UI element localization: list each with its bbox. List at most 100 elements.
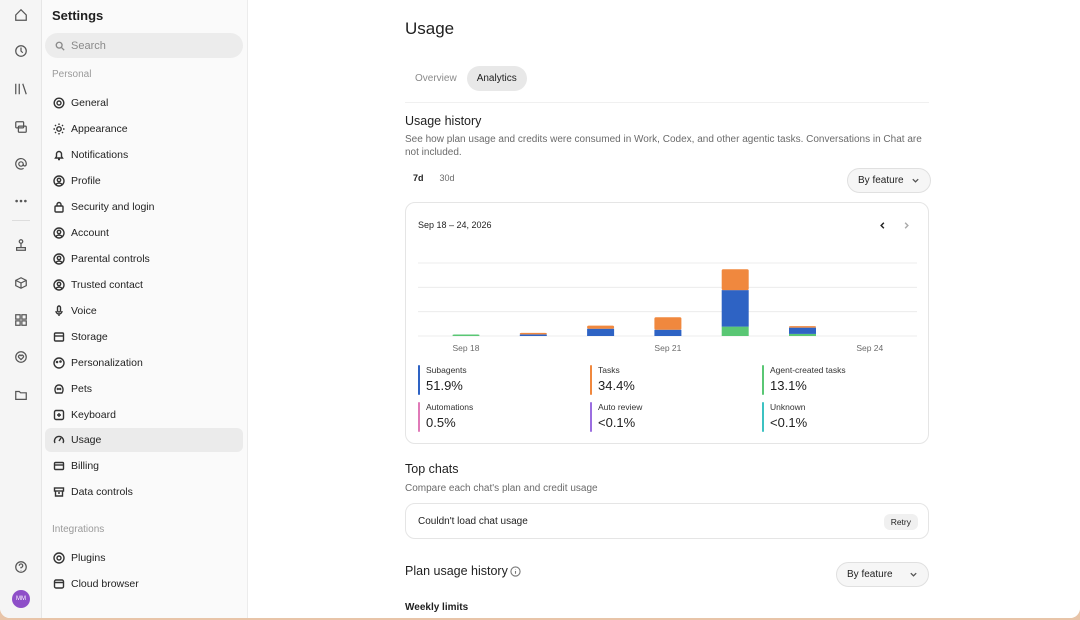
- stat-value: 13.1%: [770, 378, 807, 393]
- stat-color-bar: [590, 365, 592, 395]
- main-content: Usage Overview Analytics Usage history S…: [248, 0, 1080, 618]
- more-icon[interactable]: [12, 192, 30, 210]
- sidebar-item-data-controls[interactable]: Data controls: [45, 480, 243, 504]
- bell-icon: [54, 150, 64, 161]
- sidebar-item-label: General: [71, 97, 109, 109]
- at-icon[interactable]: [12, 155, 30, 173]
- sidebar-item-label: Security and login: [71, 201, 155, 213]
- sidebar-item-profile[interactable]: Profile: [45, 169, 243, 193]
- bar-segment[interactable]: [587, 328, 615, 336]
- bar-segment[interactable]: [721, 290, 749, 327]
- chat-bubbles-icon[interactable]: [12, 118, 30, 136]
- plug-icon: [53, 552, 65, 564]
- sidebar-item-label: Voice: [71, 305, 97, 317]
- bar-segment[interactable]: [654, 329, 682, 336]
- stat-color-bar: [418, 365, 420, 395]
- plan-usage-title: Plan usage history: [405, 564, 508, 578]
- browser-icon: [53, 579, 65, 589]
- folder-icon[interactable]: [12, 386, 30, 404]
- sidebar-item-trusted-contact[interactable]: Trusted contact: [45, 273, 243, 297]
- bar-segment[interactable]: [519, 334, 547, 336]
- chart-date-range: Sep 18 – 24, 2026: [418, 220, 492, 230]
- clock-icon[interactable]: [12, 42, 30, 60]
- sidebar-item-label: Data controls: [71, 486, 133, 498]
- icon-rail: MM: [0, 0, 42, 618]
- bar-segment[interactable]: [789, 326, 816, 328]
- pet-icon: [54, 384, 64, 394]
- sidebar-item-label: Parental controls: [71, 253, 150, 265]
- sidebar-item-label: Plugins: [71, 552, 106, 564]
- stat-value: 0.5%: [426, 415, 456, 430]
- sidebar-item-account[interactable]: Account: [45, 221, 243, 245]
- chevron-left-icon[interactable]: [875, 218, 889, 232]
- stat-value: 34.4%: [598, 378, 635, 393]
- tab-overview[interactable]: Overview: [415, 73, 457, 84]
- sidebar-item-storage[interactable]: Storage: [45, 325, 243, 349]
- section-integrations: Integrations: [52, 524, 105, 535]
- sidebar-item-voice[interactable]: Voice: [45, 299, 243, 323]
- group-by-dropdown[interactable]: By feature: [847, 168, 931, 193]
- microphone-icon: [55, 305, 63, 316]
- sidebar-item-general[interactable]: General: [45, 91, 243, 115]
- stat-color-bar: [590, 402, 592, 432]
- stat-auto-review: Auto review <0.1%: [590, 402, 642, 432]
- chevron-down-icon: [910, 572, 917, 577]
- range-30d[interactable]: 30d: [439, 173, 455, 183]
- stat-color-bar: [762, 365, 764, 395]
- sidebar-item-label: Pets: [71, 383, 93, 395]
- settings-sidebar: Settings Search Personal General Appeara…: [42, 0, 248, 618]
- sidebar-item-billing[interactable]: Billing: [45, 454, 243, 478]
- stat-color-bar: [762, 402, 764, 432]
- bar-segment[interactable]: [721, 326, 749, 336]
- tab-bar: Overview Analytics: [405, 66, 527, 91]
- sidebar-item-plugins[interactable]: Plugins: [45, 546, 243, 570]
- sidebar-item-label: Keyboard: [71, 409, 116, 421]
- sidebar-item-pets[interactable]: Pets: [45, 377, 243, 401]
- usage-history-title: Usage history: [405, 114, 482, 128]
- retry-button[interactable]: Retry: [883, 514, 918, 530]
- bar-segment[interactable]: [789, 327, 816, 334]
- chevron-right-icon[interactable]: [899, 218, 913, 232]
- sidebar-item-parental-controls[interactable]: Parental controls: [45, 247, 243, 271]
- usage-bar-chart: Sep 18 Sep 21 Sep 24: [418, 262, 917, 353]
- stat-label: Agent-created tasks: [770, 365, 846, 375]
- bar-segment[interactable]: [452, 334, 480, 337]
- avatar[interactable]: MM: [12, 590, 30, 608]
- sidebar-item-label: Personalization: [71, 357, 143, 369]
- info-icon[interactable]: [510, 566, 521, 577]
- cube-icon[interactable]: [12, 274, 30, 292]
- heart-shield-icon[interactable]: [12, 348, 30, 366]
- sun-icon: [53, 123, 65, 135]
- home-icon[interactable]: [12, 6, 30, 24]
- stat-color-bar: [418, 402, 420, 432]
- range-7d[interactable]: 7d: [413, 173, 424, 183]
- bar-segment[interactable]: [519, 332, 547, 335]
- sidebar-item-label: Cloud browser: [71, 578, 139, 590]
- sidebar-item-label: Notifications: [71, 149, 129, 161]
- sidebar-item-usage[interactable]: Usage: [45, 428, 243, 452]
- sidebar-item-personalization[interactable]: Personalization: [45, 351, 243, 375]
- bar-segment[interactable]: [654, 317, 682, 330]
- search-placeholder: Search: [71, 39, 106, 52]
- bar-segment[interactable]: [587, 325, 615, 329]
- sidebar-item-security[interactable]: Security and login: [45, 195, 243, 219]
- library-icon[interactable]: [12, 80, 30, 98]
- sidebar-item-label: Appearance: [71, 123, 128, 135]
- bar-segment[interactable]: [721, 269, 749, 291]
- sidebar-item-label: Profile: [71, 175, 101, 187]
- help-icon[interactable]: [12, 558, 30, 576]
- search-input[interactable]: Search: [45, 33, 243, 58]
- bar-segment[interactable]: [789, 333, 816, 336]
- sidebar-item-keyboard[interactable]: Keyboard: [45, 403, 243, 427]
- usage-history-description: See how plan usage and credits were cons…: [405, 134, 922, 158]
- archive-icon: [53, 487, 65, 497]
- plan-group-by-dropdown[interactable]: By feature: [836, 562, 929, 587]
- sidebar-item-notifications[interactable]: Notifications: [45, 143, 243, 167]
- sidebar-item-cloud-browser[interactable]: Cloud browser: [45, 572, 243, 596]
- tab-analytics[interactable]: Analytics: [466, 66, 527, 91]
- joystick-icon[interactable]: [12, 236, 30, 254]
- x-tick-label: Sep 21: [654, 343, 681, 353]
- search-icon: [55, 41, 65, 51]
- sidebar-item-appearance[interactable]: Appearance: [45, 117, 243, 141]
- apps-icon[interactable]: [12, 311, 30, 329]
